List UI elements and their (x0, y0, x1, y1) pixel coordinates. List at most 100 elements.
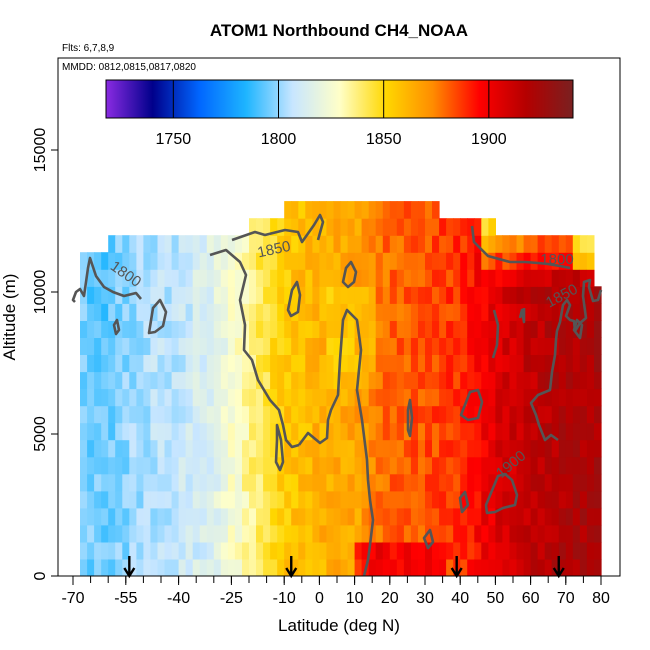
heatmap-cell (171, 422, 180, 441)
heatmap-cell (206, 439, 215, 458)
heatmap-cell (143, 371, 151, 390)
heatmap-cell (453, 371, 461, 390)
heatmap-cell (565, 286, 574, 304)
heatmap-cell (403, 388, 412, 407)
heatmap-cell (249, 286, 257, 304)
heatmap-cell (227, 337, 236, 355)
heatmap-cell (312, 371, 320, 390)
heatmap-cell (227, 559, 236, 576)
heatmap-cell (523, 371, 532, 390)
heatmap-cell (474, 235, 482, 253)
heatmap-cell (101, 405, 109, 424)
heatmap-cell (171, 303, 180, 321)
heatmap-cell (136, 354, 144, 373)
heatmap-cell (354, 422, 363, 441)
heatmap-cell (326, 354, 334, 373)
heatmap-cell (558, 354, 567, 373)
heatmap-cell (227, 422, 236, 441)
heatmap-cell (594, 473, 602, 492)
heatmap-cell (389, 388, 398, 407)
heatmap-cell (340, 303, 349, 321)
heatmap-cell (432, 439, 440, 458)
heatmap-cell (382, 490, 391, 509)
heatmap-cell (178, 320, 187, 338)
heatmap-cell (586, 473, 595, 492)
heatmap-cell (530, 235, 539, 253)
heatmap-cell (347, 559, 356, 576)
heatmap-cell (432, 201, 440, 219)
heatmap-cell (326, 218, 334, 236)
heatmap-cell (551, 439, 560, 458)
heatmap-cells (80, 201, 602, 576)
heatmap-cell (446, 541, 454, 560)
heatmap-cell (572, 303, 581, 321)
heatmap-cell (537, 541, 546, 560)
heatmap-cell (192, 473, 201, 492)
heatmap-cell (333, 371, 342, 390)
heatmap-cell (284, 371, 292, 390)
heatmap-cell (481, 218, 489, 236)
heatmap-cell (115, 337, 123, 355)
heatmap-cell (178, 252, 187, 270)
heatmap-cell (270, 218, 278, 236)
heatmap-cell (150, 286, 158, 304)
heatmap-cell (115, 252, 123, 270)
heatmap-cell (263, 235, 271, 253)
heatmap-cell (242, 337, 250, 355)
heatmap-cell (375, 354, 384, 373)
heatmap-cell (326, 439, 334, 458)
heatmap-cell (537, 354, 546, 373)
heatmap-cell (474, 252, 482, 270)
heatmap-cell (572, 388, 581, 407)
heatmap-cell (157, 388, 166, 407)
heatmap-cell (594, 524, 602, 543)
heatmap-cell (446, 286, 454, 304)
heatmap-cell (101, 524, 109, 543)
heatmap-cell (192, 388, 201, 407)
heatmap-cell (234, 559, 243, 576)
heatmap-cell (474, 473, 482, 492)
heatmap-cell (227, 252, 236, 270)
heatmap-cell (453, 354, 461, 373)
contour-1850-south-tip (274, 423, 285, 472)
heatmap-cell (502, 354, 510, 373)
heatmap-cell (312, 201, 320, 219)
heatmap-cell (439, 507, 447, 526)
heatmap-cell (572, 371, 581, 390)
heatmap-cell (171, 559, 180, 576)
heatmap-cell (122, 439, 130, 458)
x-tick-label: 80 (592, 590, 610, 607)
heatmap-cell (284, 388, 292, 407)
heatmap-cell (530, 473, 539, 492)
heatmap-cell (108, 490, 116, 509)
heatmap-cell (305, 559, 313, 576)
heatmap-cell (544, 490, 553, 509)
heatmap-cell (594, 559, 602, 576)
heatmap-cell (530, 456, 539, 475)
heatmap-cell (122, 490, 130, 509)
heatmap-cell (530, 559, 539, 576)
heatmap-cell (509, 422, 518, 441)
heatmap-cell (565, 388, 574, 407)
heatmap-cell (361, 303, 370, 321)
heatmap-cell (326, 371, 334, 390)
heatmap-cell (516, 541, 525, 560)
heatmap-cell (263, 422, 271, 441)
heatmap-cell (481, 405, 489, 424)
heatmap-cell (234, 354, 243, 373)
heatmap-cell (551, 235, 560, 253)
heatmap-cell (333, 286, 342, 304)
heatmap-cell (171, 524, 180, 543)
heatmap-cell (178, 388, 187, 407)
heatmap-cell (460, 320, 468, 338)
heatmap-cell (389, 439, 398, 458)
heatmap-cell (256, 422, 264, 441)
heatmap-cell (305, 473, 313, 492)
heatmap-cell (256, 303, 264, 321)
heatmap-cell (523, 541, 532, 560)
heatmap-cell (509, 559, 518, 576)
heatmap-cell (340, 286, 349, 304)
heatmap-cell (425, 405, 433, 424)
heatmap-cell (333, 507, 342, 526)
heatmap-cell (143, 473, 151, 492)
